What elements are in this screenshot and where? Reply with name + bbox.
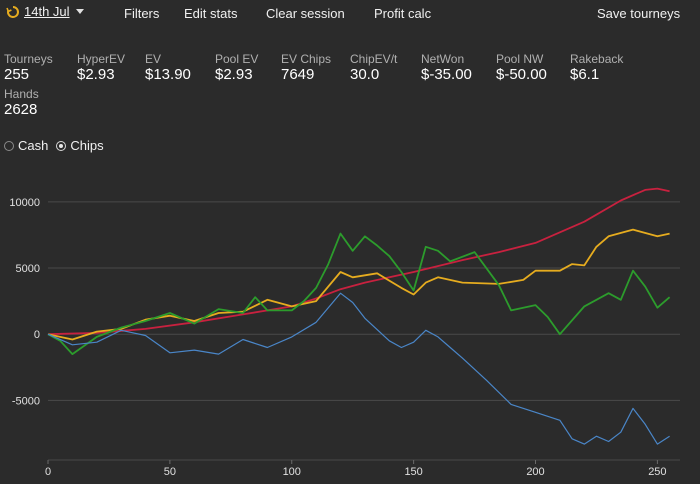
x-tick-label: 250 xyxy=(648,466,666,478)
stat-value: $2.93 xyxy=(215,66,253,83)
save-tourneys-button[interactable]: Save tourneys xyxy=(597,6,681,21)
stat-label: Hands xyxy=(4,87,39,101)
stat-netwon: NetWon $-35.00 xyxy=(421,52,472,84)
edit-stats-button[interactable]: Edit stats xyxy=(184,6,238,21)
filters-button[interactable]: Filters xyxy=(124,6,160,21)
radio-unchecked-icon xyxy=(4,140,14,151)
y-tick-label: 5000 xyxy=(16,263,40,275)
x-tick-label: 50 xyxy=(164,466,176,478)
y-tick-label: 0 xyxy=(34,329,40,341)
stat-label: Pool NW xyxy=(496,52,544,66)
x-tick-label: 100 xyxy=(283,466,301,478)
y-tick-label: -5000 xyxy=(12,395,40,407)
date-selector[interactable]: 14th Jul xyxy=(6,4,84,19)
radio-label: Cash xyxy=(18,138,49,153)
stat-label: EV Chips xyxy=(281,52,332,66)
stat-rakeback: Rakeback $6.1 xyxy=(570,52,623,84)
radio-label: Chips xyxy=(70,138,104,153)
clear-session-button[interactable]: Clear session xyxy=(266,6,345,21)
profit-calc-button[interactable]: Profit calc xyxy=(374,6,432,21)
y-tick-label: 10000 xyxy=(9,197,40,209)
stat-value: 2628 xyxy=(4,101,38,118)
series-line-1 xyxy=(47,228,670,341)
series-line-3 xyxy=(47,292,670,445)
date-label: 14th Jul xyxy=(24,4,70,19)
stat-label: Rakeback xyxy=(570,52,624,66)
stat-label: Pool EV xyxy=(215,52,259,66)
chips-radio[interactable]: Chips xyxy=(56,138,104,153)
stat-pool-ev: Pool EV $2.93 xyxy=(215,52,258,84)
stat-value: $13.90 xyxy=(145,66,191,83)
stat-value: 255 xyxy=(4,66,30,83)
stat-value: $-35.00 xyxy=(421,66,472,83)
x-tick-label: 0 xyxy=(45,466,51,478)
stat-pool-nw: Pool NW $-50.00 xyxy=(496,52,547,84)
stat-ev: EV $13.90 xyxy=(145,52,191,84)
profit-graph: 10000 5000 0 -5000 0 50 100 150 200 250 xyxy=(9,187,680,478)
cash-radio[interactable]: Cash xyxy=(4,138,48,153)
x-tick-label: 150 xyxy=(404,466,422,478)
series-line-0 xyxy=(47,187,670,336)
stat-chipev-per-t: ChipEV/t 30.0 xyxy=(350,52,397,84)
stat-value: $-50.00 xyxy=(496,66,547,83)
stat-ev-chips: EV Chips 7649 xyxy=(281,52,331,84)
series-line-2 xyxy=(47,232,671,355)
stat-label: ChipEV/t xyxy=(350,52,398,66)
stat-label: Tourneys xyxy=(4,52,53,66)
radio-checked-icon xyxy=(56,140,67,151)
stat-label: EV xyxy=(145,52,162,66)
stat-tourneys: Tourneys 255 xyxy=(4,52,53,84)
stat-label: HyperEV xyxy=(77,52,126,66)
view-toggle: Cash Chips xyxy=(4,138,112,153)
stat-hyperev: HyperEV $2.93 xyxy=(77,52,125,84)
sync-icon xyxy=(6,5,20,19)
toolbar: 14th Jul Filters Edit stats Clear sessio… xyxy=(0,0,700,28)
x-tick-label: 200 xyxy=(526,466,544,478)
stat-hands: Hands 2628 xyxy=(4,87,39,119)
stat-label: NetWon xyxy=(421,52,465,66)
chevron-down-icon xyxy=(75,9,84,14)
stat-value: $6.1 xyxy=(570,66,600,83)
stat-value: 7649 xyxy=(281,66,315,83)
stat-value: 30.0 xyxy=(350,66,380,83)
stat-value: $2.93 xyxy=(77,66,115,83)
